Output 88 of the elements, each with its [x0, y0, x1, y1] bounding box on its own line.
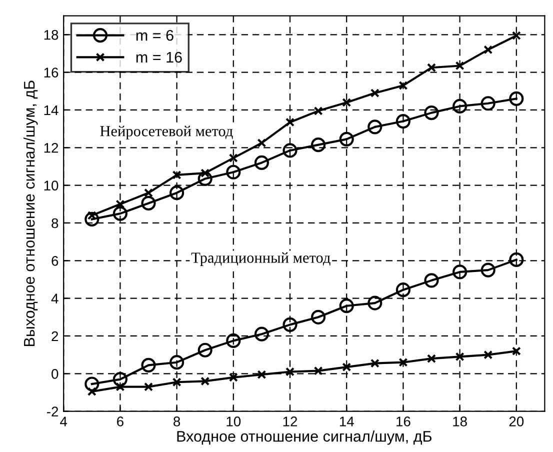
point [342, 362, 352, 372]
point [112, 206, 128, 221]
point [368, 120, 382, 134]
point [398, 358, 408, 367]
point [342, 98, 352, 107]
point [339, 298, 354, 314]
point [84, 376, 100, 392]
point [257, 370, 266, 380]
y-tick-label: 18 [44, 30, 58, 40]
annotation: Нейросетевой метод [100, 126, 233, 140]
point [112, 372, 128, 387]
point [200, 376, 210, 386]
point [116, 382, 125, 392]
point [170, 186, 184, 200]
point [170, 355, 184, 370]
point [509, 252, 524, 268]
y-tick-label: 6 [52, 256, 58, 266]
point [452, 98, 468, 114]
point [455, 352, 464, 362]
y-tick-label: -2 [47, 406, 58, 416]
point [484, 45, 493, 54]
x-tick-label: 10 [226, 416, 241, 426]
x-tick-label: 8 [174, 416, 180, 426]
point [455, 61, 464, 70]
x-tick-label: 6 [117, 416, 124, 426]
point [314, 366, 323, 376]
point [396, 282, 410, 298]
point [311, 138, 326, 152]
point [484, 350, 493, 360]
point [480, 262, 496, 278]
point [398, 80, 408, 90]
point [172, 378, 182, 387]
legend-label: m = 6 [136, 30, 174, 41]
point [285, 118, 295, 127]
point [314, 106, 323, 116]
point [512, 31, 521, 40]
point [141, 358, 156, 372]
point [144, 188, 154, 198]
y-tick-label: 4 [51, 294, 58, 304]
point [426, 63, 436, 72]
y-tick-label: 14 [44, 105, 58, 116]
point [311, 310, 326, 324]
point [396, 114, 410, 129]
point [512, 346, 521, 356]
y-tick-label: 10 [44, 180, 58, 190]
point [226, 164, 241, 180]
point [228, 153, 238, 163]
point [285, 367, 295, 376]
point [452, 264, 468, 280]
point [141, 196, 156, 211]
y-tick-label: 16 [44, 68, 58, 78]
y-tick-label: 12 [44, 142, 58, 153]
x-tick-label: 16 [396, 416, 410, 426]
point [368, 296, 382, 310]
point [198, 342, 212, 358]
point [254, 155, 269, 170]
point [84, 212, 100, 227]
point [226, 333, 241, 348]
legend-label: m = 16 [136, 52, 182, 63]
point [509, 91, 524, 106]
point [426, 354, 436, 364]
point [228, 372, 238, 382]
x-tick-label: 4 [60, 416, 68, 426]
point [282, 317, 298, 332]
point [200, 168, 210, 178]
annotation: Традиционный метод [191, 252, 330, 266]
point [87, 387, 96, 396]
point [282, 143, 298, 158]
y-axis-title: Выходное отношение сигнал/шум, дБ [23, 80, 38, 346]
point [370, 358, 380, 368]
point [339, 132, 354, 146]
y-tick-label: 8 [52, 218, 58, 228]
x-tick-label: 14 [340, 416, 354, 426]
point [254, 326, 269, 342]
point [480, 96, 496, 111]
point [424, 106, 439, 120]
point [370, 88, 380, 98]
x-tick-label: 20 [509, 416, 524, 426]
point [144, 382, 154, 392]
point [257, 138, 266, 148]
y-tick-label: 2 [52, 331, 58, 342]
x-tick-label: 12 [283, 416, 298, 426]
x-tick-label: 18 [453, 416, 467, 426]
point [172, 170, 182, 180]
x-axis-title: Входное отношение сигнал/шум, дБ [177, 430, 432, 445]
point [424, 273, 439, 288]
point [198, 171, 212, 186]
y-tick-label: 0 [52, 368, 58, 379]
